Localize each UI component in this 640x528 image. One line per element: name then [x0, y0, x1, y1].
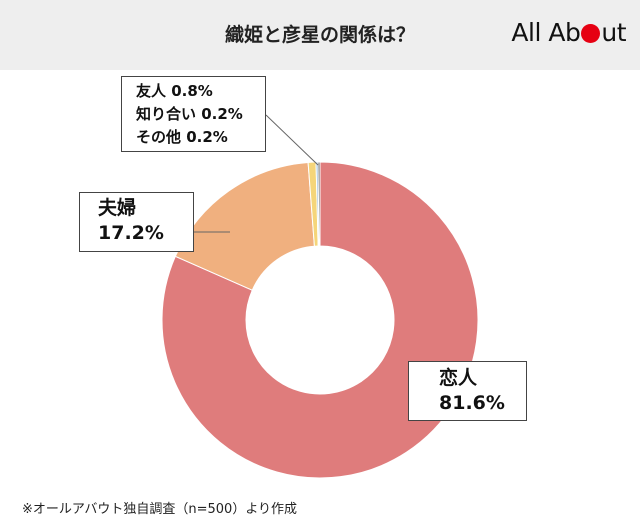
leader-line-small — [265, 114, 319, 166]
label-small-slices: 友人 0.8% 知り合い 0.2% その他 0.2% — [121, 76, 266, 152]
label-koibito-name: 恋人 — [439, 367, 478, 389]
label-fufu: 夫婦 17.2% — [79, 192, 194, 252]
chart-title: 織姫と彦星の関係は？ — [224, 24, 415, 46]
slice-1 — [174, 161, 315, 291]
header-bar: 織姫と彦星の関係は？ All Ab ut — [0, 0, 640, 70]
label-koibito-value: 81.6% — [439, 392, 505, 414]
logo-text-post: ut — [601, 18, 626, 47]
label-sonota: その他 0.2% — [136, 128, 228, 146]
allabout-logo: All Ab ut — [511, 18, 626, 47]
footnote: ※オールアバウト独自調査（n=500）より作成 — [22, 502, 298, 517]
donut-chart — [161, 161, 479, 479]
logo-dot-icon — [581, 24, 601, 43]
label-shiriai: 知り合い 0.2% — [136, 105, 243, 123]
label-fufu-name: 夫婦 — [98, 197, 137, 219]
slice-4 — [317, 161, 321, 247]
slice-0 — [161, 161, 479, 479]
label-yujin: 友人 0.8% — [136, 82, 213, 100]
label-fufu-value: 17.2% — [98, 222, 164, 244]
label-koibito: 恋人 81.6% — [408, 361, 527, 421]
logo-text-pre: All Ab — [511, 18, 581, 47]
